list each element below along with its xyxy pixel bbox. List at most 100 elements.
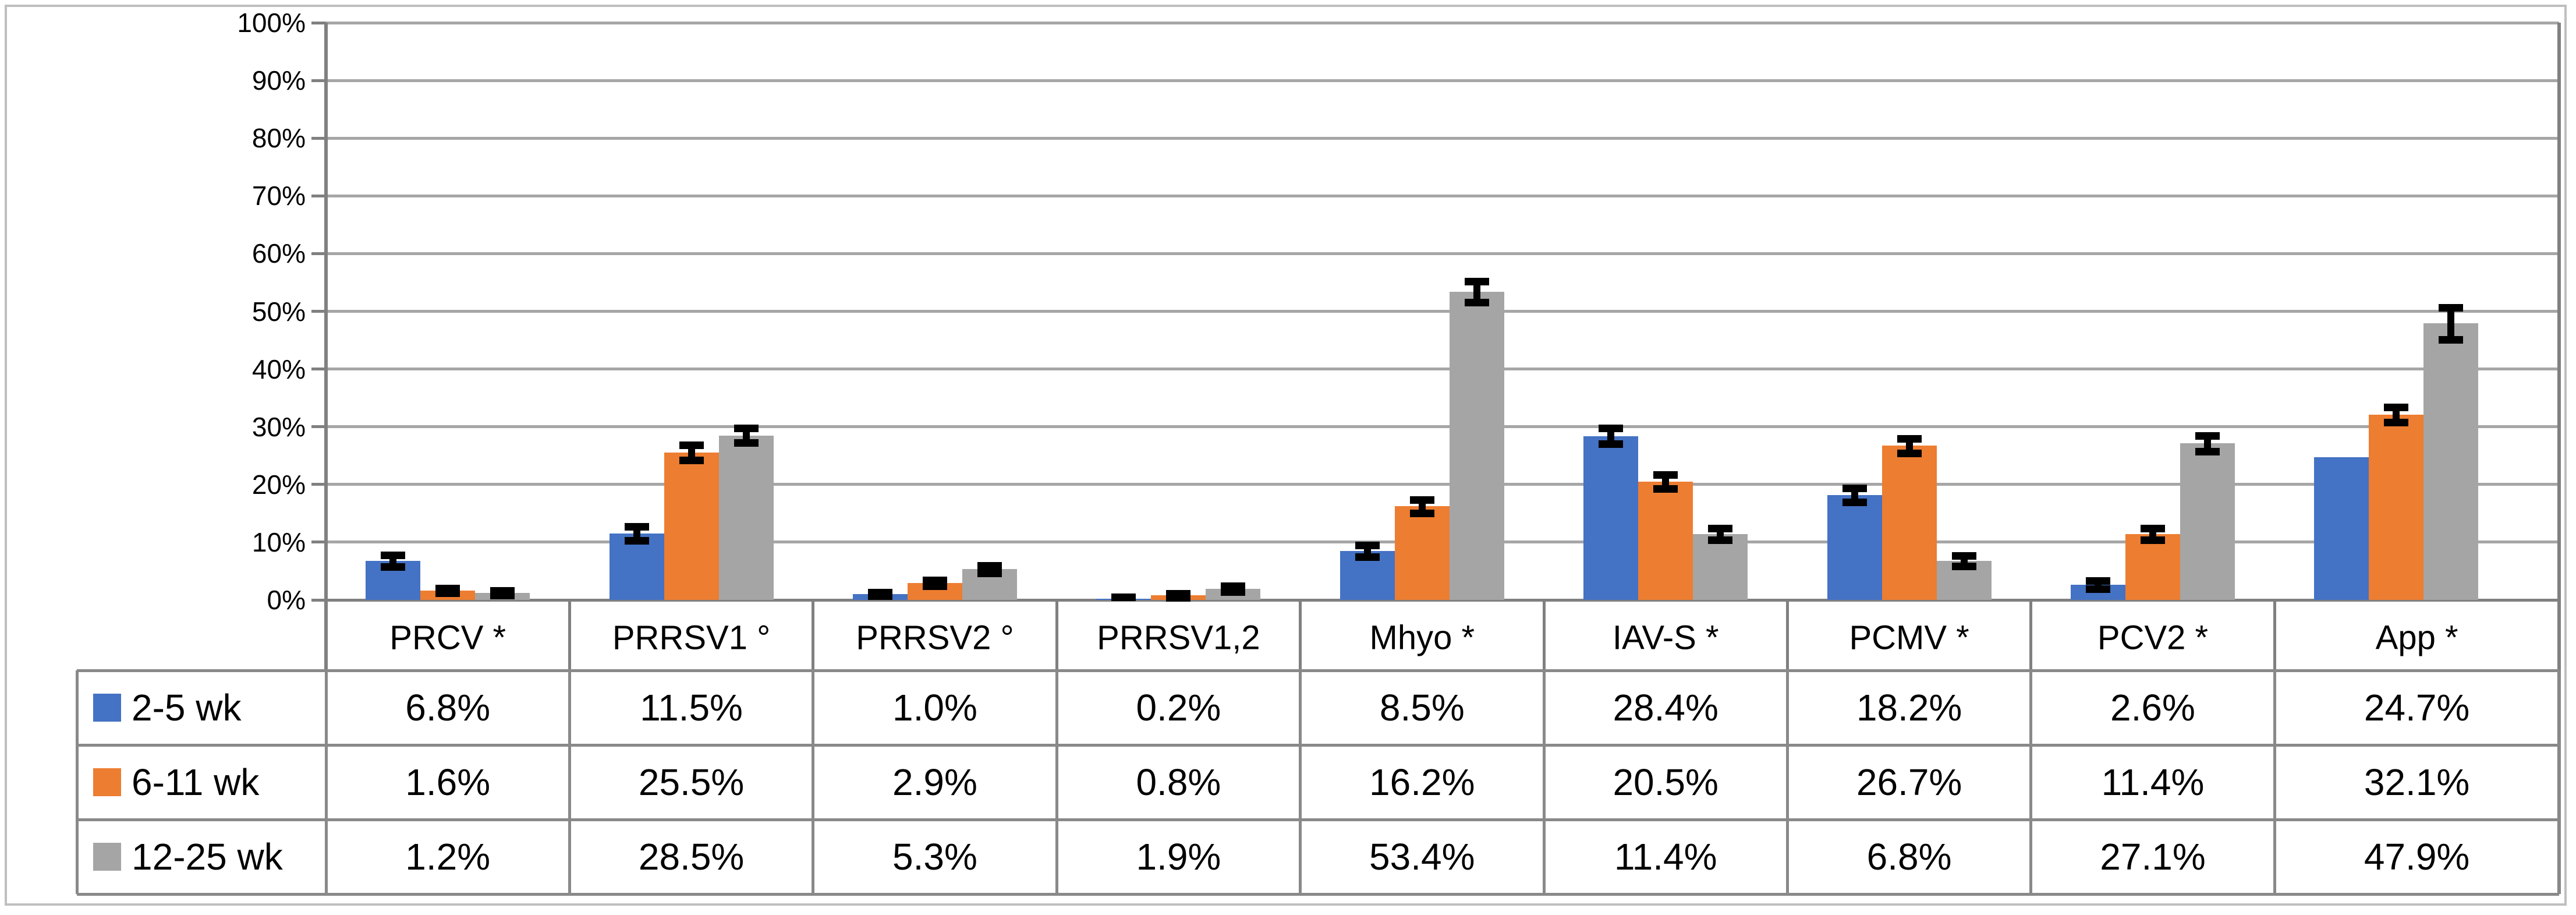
error-bar-cap-top [923,577,947,585]
error-bar-cap-bottom [923,582,947,591]
error-bar-cap-top [2195,432,2220,440]
y-tick-30 [311,425,326,429]
error-bar-cap-top [977,561,1002,570]
error-bar-cap-bottom [679,457,704,465]
category-separator [1785,600,1789,670]
y-axis-label: 90% [251,65,306,96]
y-tick-40 [311,368,326,371]
error-bar-cap-top [734,424,759,432]
category-separator [2029,600,2033,670]
y-axis-label: 0% [267,585,306,615]
error-bar-cap-bottom [1221,588,1246,596]
error-bar-cap-bottom [381,563,406,571]
legend-label: 2-5 wk [132,687,242,729]
gridline-0 [326,598,2559,602]
error-bar-cap-bottom [1166,593,1191,602]
table-cell-r0-c7: 2.6% [2110,687,2195,729]
error-bar-cap-bottom [1653,485,1678,493]
error-bar-cap-bottom [1842,498,1867,506]
table-cell-r2-c8: 47.9% [2364,836,2470,878]
error-bar-cap-top [1653,471,1678,479]
error-bar-cap-bottom [1355,553,1380,561]
table-cell-r0-c1: 11.5% [640,687,743,729]
table-cell-r1-c1: 25.5% [638,761,745,803]
y-tick-20 [311,483,326,486]
error-bar-cap-bottom [1409,510,1434,518]
error-bar-cap-bottom [977,570,1002,578]
table-hborder-0 [77,669,2559,672]
category-separator [1055,600,1058,670]
error-bar-cap-bottom [1897,450,1922,458]
error-bar-cap-bottom [1464,298,1489,306]
error-bar-cap-top [1111,593,1136,602]
category-label-3: PRRSV1,2 [1097,619,1260,656]
table-vborder-6 [1542,670,1546,894]
legend-row-0: 2-5 wk [93,686,314,729]
error-bar-cap-bottom [435,589,460,598]
table-hborder-3 [77,892,2559,896]
category-separator [812,600,815,670]
error-bar-cap-top [381,551,406,559]
table-cell-r1-c7: 11.4% [2101,761,2205,803]
table-cell-r2-c6: 6.8% [1866,836,1952,878]
error-bar-cap-bottom [1951,562,1976,570]
table-cell-r2-c4: 53.4% [1369,836,1475,878]
table-vborder-4 [1055,670,1058,894]
table-cell-r2-c0: 1.2% [405,836,491,878]
table-cell-r0-c0: 6.8% [405,687,491,729]
table-vborder-3 [812,670,815,894]
table-cell-r2-c2: 5.3% [892,836,977,878]
error-bar-cap-bottom [2086,585,2110,593]
error-bar-cap-top [1355,541,1380,549]
y-axis-label: 100% [237,8,306,38]
bar-6-11wk-6 [1881,446,1937,600]
legend-swatch [93,768,121,796]
table-cell-r1-c0: 1.6% [405,761,491,803]
error-bar-whisker [1473,281,1480,302]
y-tick-0 [311,598,326,602]
category-label-8: App * [2375,619,2458,656]
error-bar-cap-bottom [1708,536,1733,544]
gridline-20 [326,483,2559,486]
table-vborder-7 [1785,670,1789,894]
bar-12-25wk-1 [718,435,774,600]
bar-2-5wk-1 [609,534,664,600]
error-bar-cap-bottom [2141,536,2165,544]
legend-label: 6-11 wk [132,761,260,803]
y-tick-70 [311,194,326,197]
gridline-40 [326,368,2559,371]
category-label-0: PRCV * [389,619,506,656]
bar-12-25wk-5 [1693,534,1748,600]
table-cell-r1-c5: 20.5% [1613,761,1718,803]
plot-right-border [2557,23,2561,894]
table-vborder-0 [75,670,79,894]
table-cell-r2-c7: 27.1% [2100,836,2206,878]
error-bar-cap-top [2384,404,2409,411]
error-bar-whisker [2447,307,2455,340]
y-axis-label: 80% [251,123,306,154]
table-cell-r1-c2: 2.9% [892,761,977,803]
error-bar-cap-bottom [624,536,649,545]
table-vborder-5 [1299,670,1302,894]
error-bar-cap-top [1409,496,1434,504]
error-bar-cap-bottom [1599,440,1624,448]
error-bar-cap-top [679,441,704,450]
table-vborder-1 [324,670,328,894]
bar-6-11wk-5 [1638,481,1693,600]
y-axis-label: 70% [251,181,306,211]
legend-label: 12-25 wk [132,836,283,878]
table-cell-r1-c4: 16.2% [1369,761,1475,803]
y-axis-line [324,23,328,670]
error-bar-cap-top [1951,552,1976,560]
y-axis-label: 20% [251,469,306,500]
gridline-100 [326,21,2559,24]
table-cell-r0-c5: 28.4% [1613,687,1718,729]
error-bar-cap-bottom [490,592,515,600]
table-vborder-2 [568,670,571,894]
error-bar-cap-bottom [2195,448,2220,456]
gridline-80 [326,136,2559,140]
category-label-6: PCMV * [1849,619,1969,656]
error-bar-cap-bottom [2439,336,2464,344]
